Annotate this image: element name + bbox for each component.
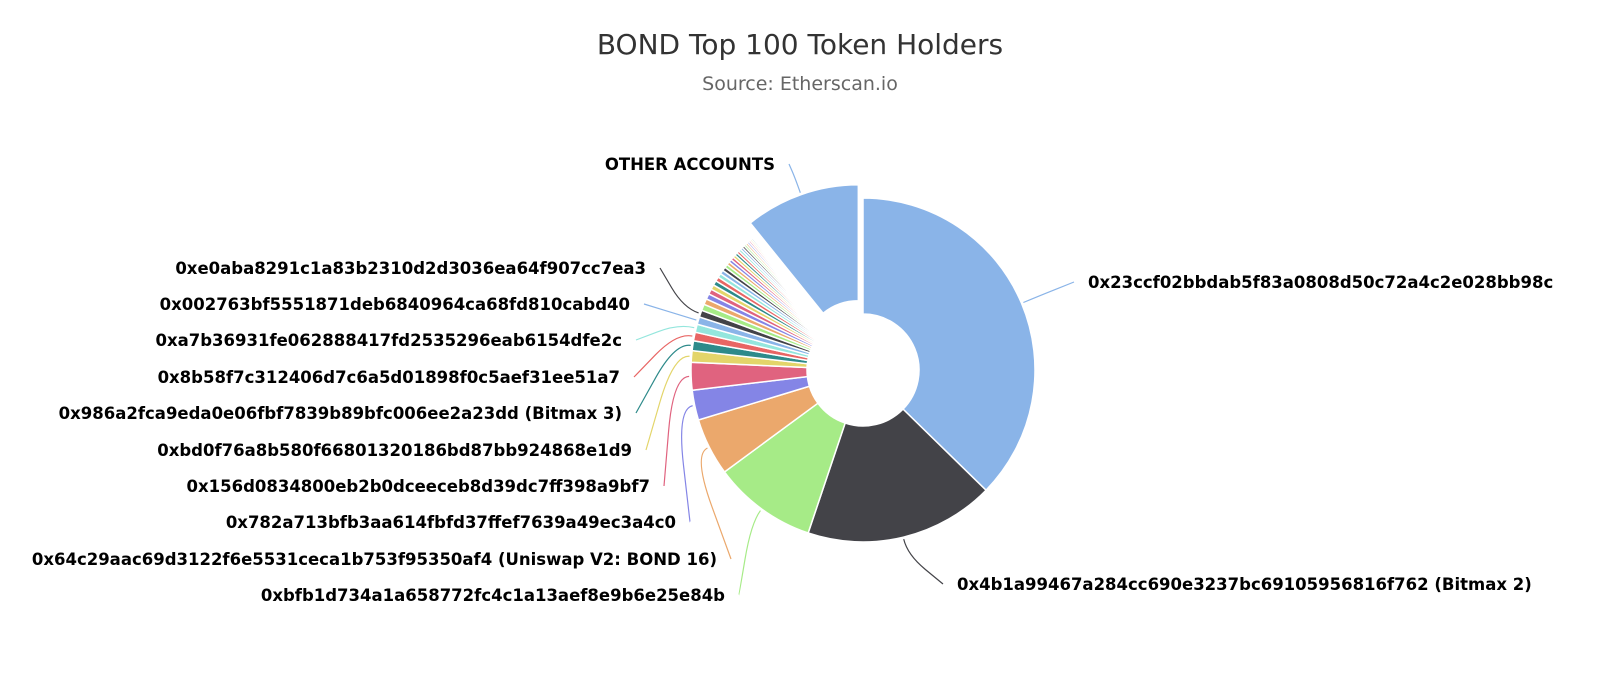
chart-subtitle: Source: Etherscan.io bbox=[702, 73, 898, 95]
slice-connector-line bbox=[645, 355, 690, 451]
slice-data-label: 0x782a713bfb3aa614fbfd37ffef7639a49ec3a4… bbox=[226, 513, 676, 532]
slice-connector-line bbox=[788, 163, 801, 193]
slice-data-label: 0x986a2fca9eda0e06fbf7839b89bfc006ee2a23… bbox=[59, 404, 622, 423]
slice-data-label: OTHER ACCOUNTS bbox=[605, 155, 775, 174]
pie-slice[interactable] bbox=[749, 184, 860, 315]
slice-connector-line bbox=[738, 510, 761, 596]
slice-data-label: 0xbd0f76a8b580f66801320186bd87bb924868e1… bbox=[157, 441, 632, 460]
pie-slice[interactable] bbox=[752, 235, 829, 328]
slice-data-label: 0x8b58f7c312406d7c6a5d01898f0c5aef31ee51… bbox=[158, 368, 620, 387]
slice-connector-line bbox=[1023, 281, 1075, 304]
slice-connector-line bbox=[635, 344, 691, 414]
slice-connector-line bbox=[633, 335, 693, 378]
chart-title: BOND Top 100 Token Holders bbox=[596, 28, 1004, 61]
slice-data-label: 0x64c29aac69d3122f6e5531ceca1b753f95350a… bbox=[32, 550, 717, 569]
slice-data-label: 0xbfb1d734a1a658772fc4c1a13aef8e9b6e25e8… bbox=[261, 586, 725, 605]
slice-data-label: 0x002763bf5551871deb6840964ca68fd810cabd… bbox=[160, 295, 630, 314]
slice-connector-line bbox=[681, 405, 693, 523]
slice-connector-line bbox=[635, 325, 695, 341]
connectors-layer bbox=[633, 163, 1075, 596]
slice-connector-line bbox=[903, 539, 944, 585]
slice-data-label: 0xe0aba8291c1a83b2310d2d3036ea64f907cc7e… bbox=[175, 259, 646, 278]
slice-data-label: 0x156d0834800eb2b0dceeceb8d39dc7ff398a9b… bbox=[187, 477, 651, 496]
slice-connector-line bbox=[663, 375, 690, 487]
slice-connector-line bbox=[700, 447, 732, 560]
slice-data-label: 0xa7b36931fe062888417fd2535296eab6154dfe… bbox=[155, 331, 622, 350]
pie-slice[interactable] bbox=[807, 408, 988, 543]
slice-connector-line bbox=[643, 303, 697, 321]
pie-slice[interactable] bbox=[862, 197, 1036, 492]
labels-layer: 0x23ccf02bbdab5f83a0808d50c72a4c2e028bb9… bbox=[32, 155, 1553, 605]
slice-data-label: 0x23ccf02bbdab5f83a0808d50c72a4c2e028bb9… bbox=[1088, 273, 1553, 292]
slice-connector-line bbox=[659, 267, 699, 314]
slice-data-label: 0x4b1a99467a284cc690e3237bc69105956816f7… bbox=[957, 575, 1532, 594]
slices-layer bbox=[690, 184, 1036, 543]
